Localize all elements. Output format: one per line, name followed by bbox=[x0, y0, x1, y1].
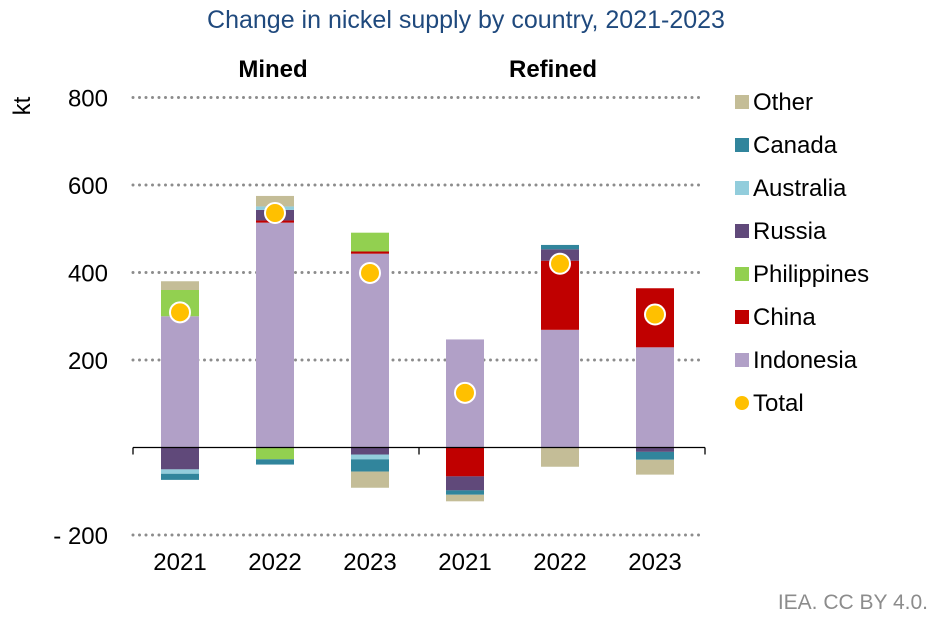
bar-australia bbox=[161, 469, 199, 474]
legend-swatch-other bbox=[735, 95, 749, 109]
bar-canada bbox=[446, 490, 484, 495]
bar-canada bbox=[351, 459, 389, 472]
bar-china bbox=[446, 447, 484, 477]
group-label-refined: Refined bbox=[509, 56, 597, 83]
total-dot bbox=[264, 202, 286, 224]
legend-swatch-philippines bbox=[735, 267, 749, 281]
legend-swatch-china bbox=[735, 310, 749, 324]
y-tick-label: 400 bbox=[68, 261, 108, 288]
legend-swatch-australia bbox=[735, 181, 749, 195]
total-dot bbox=[644, 303, 666, 326]
bar-canada bbox=[256, 459, 294, 465]
legend-label-total: Total bbox=[753, 390, 804, 417]
x-tick-label: 2022 bbox=[248, 549, 301, 576]
legend-label-other: Other bbox=[753, 89, 813, 116]
bar-indonesia bbox=[541, 329, 579, 448]
bar-other bbox=[636, 459, 674, 475]
credit: IEA. CC BY 4.0. bbox=[778, 591, 928, 614]
legend-label-australia: Australia bbox=[753, 175, 847, 202]
legend-label-indonesia: Indonesia bbox=[753, 347, 858, 374]
bar-australia bbox=[351, 454, 389, 460]
bar-philippines bbox=[351, 232, 389, 252]
bar-philippines bbox=[256, 447, 294, 460]
legend-label-china: China bbox=[753, 304, 816, 331]
bar-canada bbox=[541, 244, 579, 250]
legend-label-russia: Russia bbox=[753, 218, 827, 245]
x-tick-label: 2023 bbox=[628, 549, 681, 576]
x-tick-label: 2023 bbox=[343, 549, 396, 576]
bar-indonesia bbox=[636, 347, 674, 448]
total-dot bbox=[169, 301, 191, 324]
bar-other bbox=[446, 494, 484, 502]
bar-canada bbox=[636, 451, 674, 460]
bar-other bbox=[351, 471, 389, 488]
bar-other bbox=[541, 447, 579, 467]
bar-russia bbox=[351, 447, 389, 455]
bar-russia bbox=[161, 447, 199, 470]
legend-marker-total bbox=[735, 396, 749, 410]
total-dot bbox=[454, 381, 476, 404]
y-tick-label: 800 bbox=[68, 86, 108, 113]
x-tick-label: 2021 bbox=[438, 549, 491, 576]
bar-canada bbox=[161, 473, 199, 480]
y-tick-label: 600 bbox=[68, 173, 108, 200]
y-tick-label: - 200 bbox=[53, 523, 108, 550]
bar-indonesia bbox=[256, 222, 294, 448]
total-dot bbox=[549, 252, 571, 275]
bar-other bbox=[161, 281, 199, 290]
bar-indonesia bbox=[161, 316, 199, 448]
bar-russia bbox=[446, 476, 484, 491]
legend-swatch-canada bbox=[735, 138, 749, 152]
legend-label-canada: Canada bbox=[753, 132, 838, 159]
bar-other bbox=[256, 195, 294, 207]
legend-swatch-russia bbox=[735, 224, 749, 238]
total-dot bbox=[359, 261, 381, 284]
bar-china bbox=[351, 251, 389, 254]
group-label-mined: Mined bbox=[238, 56, 307, 83]
bar-indonesia bbox=[351, 253, 389, 448]
x-tick-label: 2021 bbox=[153, 549, 206, 576]
legend-swatch-indonesia bbox=[735, 353, 749, 367]
y-axis-label: kt bbox=[9, 96, 36, 115]
chart-title: Change in nickel supply by country, 2021… bbox=[207, 6, 725, 34]
legend-label-philippines: Philippines bbox=[753, 261, 869, 288]
bar-russia bbox=[636, 447, 674, 452]
y-tick-label: 200 bbox=[68, 348, 108, 375]
x-tick-label: 2022 bbox=[533, 549, 586, 576]
